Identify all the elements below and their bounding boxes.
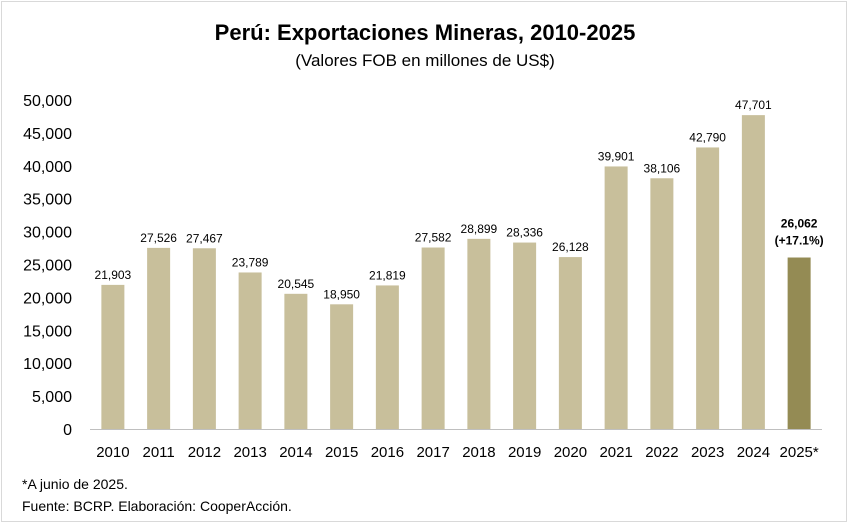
bar — [330, 304, 354, 429]
x-tick-label: 2011 — [142, 444, 174, 461]
y-tick-label: 20,000 — [23, 290, 72, 307]
x-tick-label: 2015 — [325, 444, 358, 461]
data-label: 23,789 — [232, 255, 269, 269]
y-tick-label: 45,000 — [23, 126, 72, 143]
y-tick-label: 30,000 — [23, 225, 72, 242]
data-label: 21,903 — [95, 268, 132, 282]
x-tick-label: 2016 — [371, 444, 404, 461]
data-label: 39,901 — [598, 149, 635, 163]
data-label: 26,128 — [552, 240, 589, 254]
bar — [650, 178, 674, 429]
x-tick-label: 2021 — [599, 444, 632, 461]
data-label: 18,950 — [323, 287, 360, 301]
y-tick-label: 35,000 — [23, 192, 72, 209]
chart-title: Perú: Exportaciones Mineras, 2010-2025 — [214, 20, 636, 45]
bar — [558, 257, 582, 429]
x-tick-label: 2012 — [188, 444, 221, 461]
y-tick-label: 40,000 — [23, 159, 72, 176]
bar — [513, 242, 537, 429]
x-tick-label: 2025* — [780, 444, 819, 461]
data-label: 42,790 — [689, 130, 726, 144]
bar — [284, 293, 308, 429]
y-tick-label: 15,000 — [23, 323, 72, 340]
data-label: 20,545 — [278, 277, 315, 291]
x-tick-label: 2022 — [645, 444, 678, 461]
data-label: 47,701 — [735, 98, 772, 112]
x-tick-label: 2017 — [416, 444, 449, 461]
data-label: 28,336 — [506, 226, 543, 240]
x-tick-label: 2013 — [233, 444, 266, 461]
data-label: 27,582 — [415, 231, 452, 245]
x-tick-label: 2024 — [737, 444, 770, 461]
data-annotation: (+17.1%) — [775, 234, 824, 248]
x-tick-label: 2020 — [554, 444, 587, 461]
y-tick-label: 50,000 — [23, 93, 72, 110]
y-tick-label: 25,000 — [23, 258, 72, 275]
bar — [192, 248, 216, 429]
x-tick-label: 2014 — [279, 444, 312, 461]
bar — [101, 284, 125, 429]
x-tick-label: 2010 — [96, 444, 129, 461]
bar — [604, 166, 628, 429]
bar — [421, 247, 445, 429]
x-tick-label: 2023 — [691, 444, 724, 461]
bar — [741, 115, 765, 430]
data-label: 27,467 — [186, 231, 223, 245]
bar — [696, 147, 720, 429]
bar — [787, 257, 811, 429]
data-label: 38,106 — [644, 161, 681, 175]
data-label: 26,062 — [781, 217, 818, 231]
chart-subtitle: (Valores FOB en millones de US$) — [295, 51, 555, 70]
data-label: 21,819 — [369, 268, 406, 282]
bar — [238, 272, 262, 429]
footnote: *A junio de 2025. — [22, 476, 128, 492]
y-tick-label: 10,000 — [23, 356, 72, 373]
y-tick-label: 5,000 — [32, 389, 72, 406]
data-label: 28,899 — [461, 222, 498, 236]
x-tick-label: 2018 — [462, 444, 495, 461]
bar — [147, 247, 171, 429]
x-tick-label: 2019 — [508, 444, 541, 461]
data-label: 27,526 — [140, 231, 177, 245]
y-tick-label: 0 — [63, 422, 72, 439]
source-note: Fuente: BCRP. Elaboración: CooperAcción. — [22, 498, 292, 514]
bar — [467, 238, 491, 429]
bar — [375, 285, 399, 429]
